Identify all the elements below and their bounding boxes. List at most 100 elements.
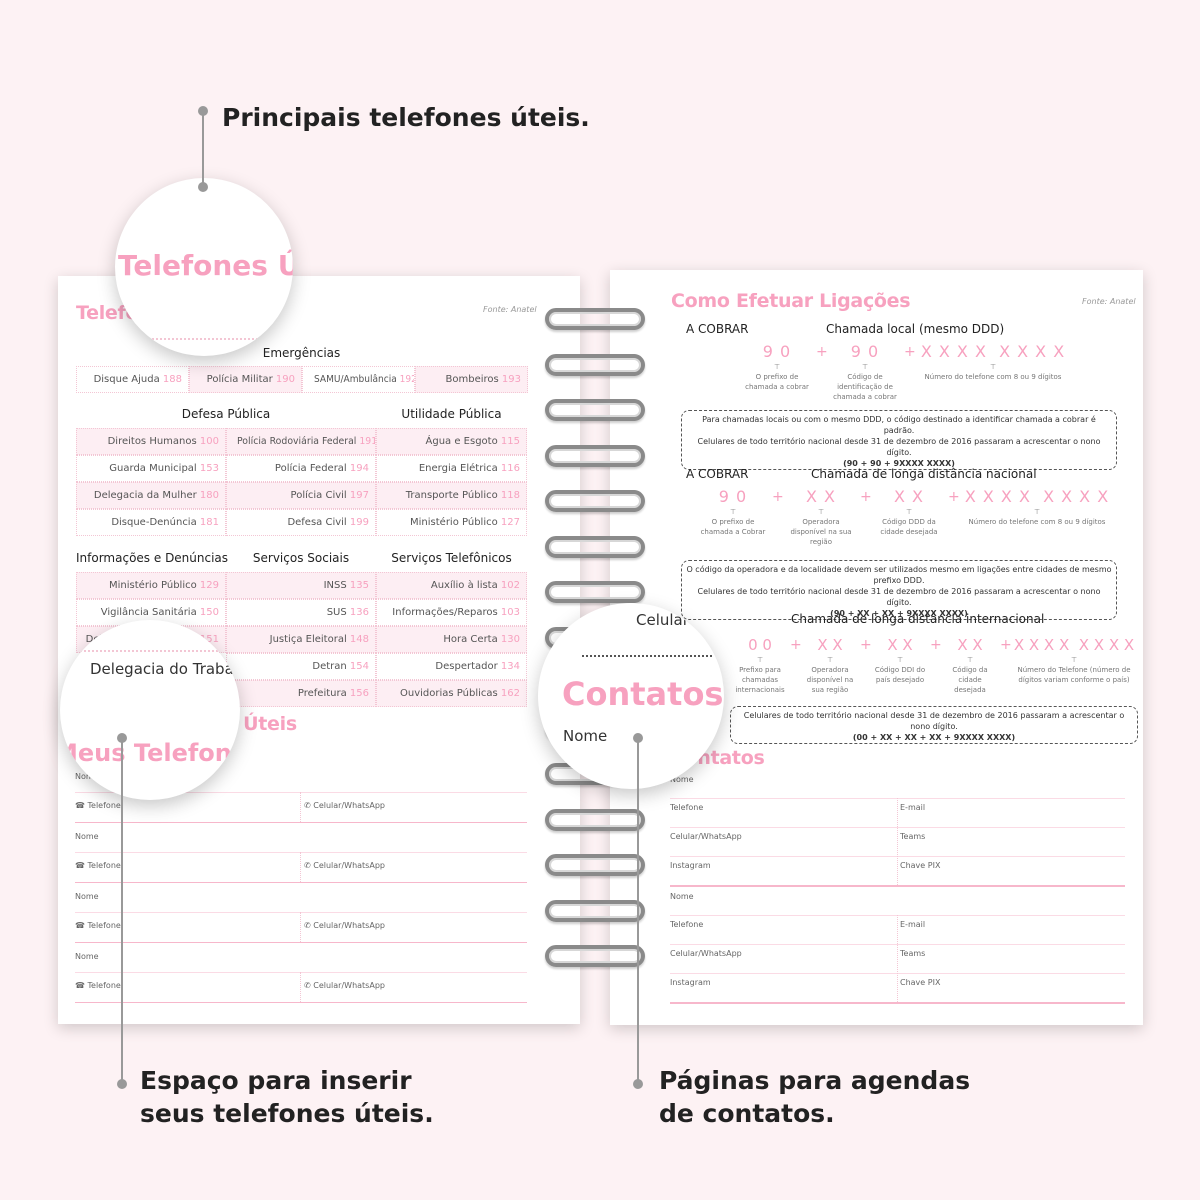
caption-arrow: ⊤ <box>1070 656 1078 664</box>
callout-line <box>637 738 639 1083</box>
entry-number: 154 <box>349 661 369 672</box>
entry-number: 153 <box>199 463 219 474</box>
formula-row: 0 0 ⊤ Prefixo para chamadas internacionais… <box>730 635 1138 695</box>
caption-arrow: ⊤ <box>966 656 974 664</box>
magnified-text: Delegacia do Trabalho <box>90 660 240 678</box>
plus-sign: + <box>816 344 828 360</box>
entry-content: Direitos Humanos 100 <box>108 429 219 454</box>
callout-top: Principais telefones úteis. <box>222 103 590 132</box>
plus-sign: + <box>860 489 872 505</box>
caption: Prefixo para chamadas internacionais <box>735 666 785 694</box>
directory-entry: Defesa Civil 199 <box>226 509 376 536</box>
divider <box>897 915 898 1002</box>
entry-name: Ouvidorias Públicas <box>400 688 501 699</box>
entry-name: Ministério Público <box>109 580 200 591</box>
entry-number: 190 <box>275 374 295 385</box>
entry-name: Justiça Eleitoral <box>269 634 350 645</box>
directory-entry: Ministério Público 127 <box>376 509 527 536</box>
heading-utilidade: Utilidade Pública <box>401 407 502 421</box>
entry-content: Informações/Reparos 103 <box>392 600 520 625</box>
plus-sign: + <box>904 344 916 360</box>
entry-name: INSS <box>323 580 350 591</box>
directory-entry: Despertador 134 <box>376 653 527 680</box>
caption-arrow: ⊤ <box>896 656 904 664</box>
divider <box>75 792 527 793</box>
entry-number: 103 <box>500 607 520 618</box>
entry-number: 127 <box>500 517 520 528</box>
plus-sign: + <box>1000 637 1012 653</box>
entry-content: Detran 154 <box>312 654 369 679</box>
directory-entry: Detran 154 <box>226 653 376 680</box>
divider <box>300 912 301 942</box>
spiral-ring <box>545 808 645 831</box>
whatsapp-label: ✆ Celular/WhatsApp <box>304 801 385 810</box>
entry-content: Transporte Público 118 <box>405 483 520 508</box>
entry-name: Informações/Reparos <box>392 607 501 618</box>
caption: Código de identificação de chamada a cob… <box>833 373 897 401</box>
spiral-ring <box>545 308 645 330</box>
digit-column: 9 0 ⊤ O prefixo de chamada a cobrar <box>742 342 812 392</box>
heading-informacoes: Informações e Denúncias <box>76 551 229 565</box>
divider <box>80 650 230 652</box>
directory-entry: Ouvidorias Públicas 162 <box>376 680 527 707</box>
field-label: E-mail <box>900 803 926 812</box>
digit-column: 0 0 ⊤ Prefixo para chamadas internacionais <box>733 635 787 695</box>
magnified-title: Telefones Úteis <box>118 249 293 282</box>
caption: Código DDD da cidade desejada <box>880 518 938 536</box>
divider <box>75 852 527 853</box>
info-text: O código da operadora e da localidade de… <box>686 565 1112 585</box>
callout-dot <box>633 1079 643 1089</box>
digit-column: X X X X X X X X ⊤ Número do Telefone (núme… <box>1013 635 1135 685</box>
name-label: Nome <box>670 892 694 901</box>
formula-row: 9 0 ⊤ O prefixo de chamada a cobrar +9 0 ⊤ Có… <box>720 342 1090 402</box>
divider <box>75 1002 527 1003</box>
spiral-ring <box>545 399 645 421</box>
info-text: (90 + XX + XX + 9XXXX XXXX) <box>830 609 968 618</box>
digit-group: X X <box>893 487 924 506</box>
directory-entry: Transporte Público 118 <box>376 482 527 509</box>
entry-number: 148 <box>349 634 369 645</box>
digit-group: X X X X X X X X <box>1013 636 1135 654</box>
field-label: Celular/WhatsApp <box>670 949 742 958</box>
directory-entry: Água e Esgoto 115 <box>376 428 527 455</box>
entry-content: Disque-Denúncia 181 <box>111 510 219 535</box>
field-label: Teams <box>900 949 926 958</box>
spiral-ring <box>545 854 645 876</box>
callout-dot <box>117 1079 127 1089</box>
phone-label: ☎ Telefone <box>75 861 121 870</box>
divider <box>670 1002 1125 1004</box>
digit-column: X X X X X X X X ⊤ Número do telefone com 8… <box>962 487 1112 527</box>
info-text: Celulares de todo território nacional de… <box>697 587 1101 607</box>
entry-name: Transporte Público <box>405 490 501 501</box>
caption: O prefixo de chamada a Cobrar <box>700 518 766 536</box>
entry-name: Detran <box>312 661 350 672</box>
caption-arrow: ⊤ <box>1033 508 1041 516</box>
callout-right-line2: de contatos. <box>659 1099 835 1128</box>
divider <box>145 338 265 340</box>
entry-number: 162 <box>500 688 520 699</box>
entry-number: 180 <box>199 490 219 501</box>
plus-sign: + <box>790 637 802 653</box>
magnified-text: Celular <box>636 611 689 629</box>
entry-number: 156 <box>349 688 369 699</box>
directory-entry: Delegacia da Mulher 180 <box>76 482 226 509</box>
directory-entry: Guarda Municipal 153 <box>76 455 226 482</box>
entry-name: Hora Certa <box>443 634 501 645</box>
entry-content: Auxílio à lista 102 <box>431 573 520 598</box>
divider <box>75 972 527 973</box>
directory-entry: Energia Elétrica 116 <box>376 455 527 482</box>
magnifier-right: Celular Contatos Nome <box>538 603 724 789</box>
digit-column: X X ⊤ Operadora disponível na sua região <box>786 487 856 547</box>
digit-column: 9 0 ⊤ O prefixo de chamada a Cobrar <box>698 487 768 537</box>
entry-name: Delegacia da Mulher <box>93 490 200 501</box>
info-text: Para chamadas locais ou com o mesmo DDD,… <box>702 415 1096 435</box>
entry-name: Energia Elétrica <box>418 463 501 474</box>
caption: O prefixo de chamada a cobrar <box>745 373 809 391</box>
directory-entry: Prefeitura 156 <box>226 680 376 707</box>
callout-left-line1: Espaço para inserir <box>140 1066 412 1095</box>
entry-number: 197 <box>349 490 369 501</box>
caption: Operadora disponível na sua região <box>806 666 854 694</box>
heading-emergencias: Emergências <box>262 346 341 360</box>
entry-name: Defesa Civil <box>287 517 350 528</box>
magnified-title: Contatos <box>562 675 724 713</box>
